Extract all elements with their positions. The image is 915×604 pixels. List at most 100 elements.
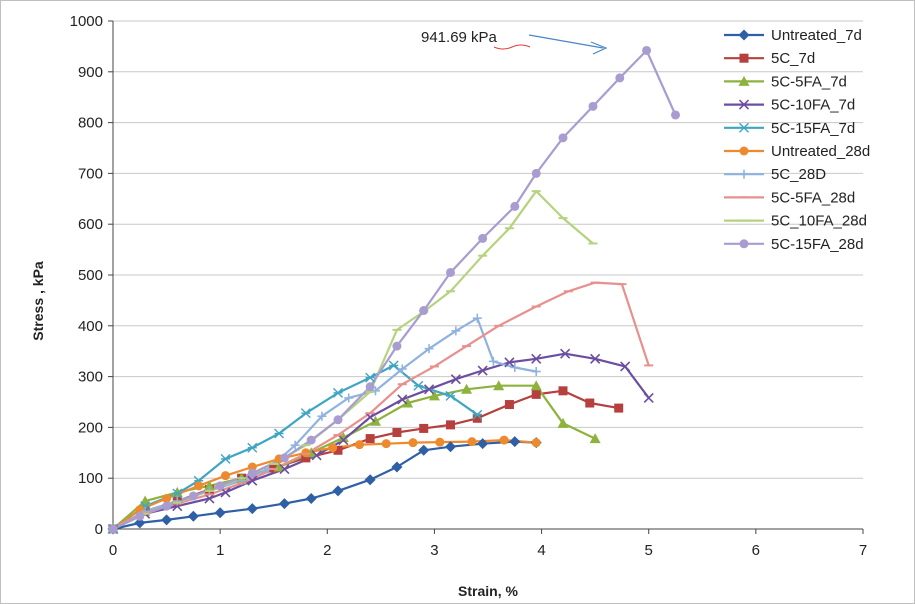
legend-label-3: 5C-10FA_7d	[771, 97, 855, 114]
series-line-7	[112, 281, 650, 530]
legend: Untreated_7d 5C_7d 5C-5FA_7d 5C-10FA_7d 5C-1…	[724, 27, 870, 253]
data-point-s9-0	[108, 524, 118, 534]
legend-marker-9	[739, 239, 749, 249]
data-point-s0-7	[305, 493, 317, 505]
data-point-s1-17	[614, 403, 624, 413]
legend-label-1: 5C_7d	[771, 50, 815, 67]
data-point-s1-7	[333, 445, 343, 455]
data-point-s9-15	[531, 168, 541, 178]
data-point-s4-9	[365, 372, 376, 383]
gridlines	[113, 20, 863, 479]
series-line-0	[112, 440, 537, 531]
data-point-s1-15	[558, 386, 568, 396]
data-point-s9-19	[642, 45, 652, 55]
data-point-s2-10	[428, 390, 440, 401]
data-point-s5-14	[499, 435, 509, 445]
data-point-s0-14	[509, 436, 521, 448]
data-point-s9-9	[365, 382, 375, 392]
data-point-s3-18	[620, 361, 631, 372]
data-point-s3-16	[560, 348, 571, 359]
y-tick-label-100: 100	[78, 470, 103, 487]
data-point-s4-10	[388, 360, 399, 371]
marker-layer	[107, 45, 680, 535]
data-point-s3-7	[311, 450, 322, 461]
data-point-s2-3	[203, 480, 215, 491]
data-point-s0-6	[278, 498, 290, 510]
data-point-s9-5	[247, 468, 257, 478]
legend-label-0: Untreated_7d	[771, 27, 862, 44]
data-point-s3-17	[590, 353, 601, 364]
series-line-3	[112, 352, 650, 530]
data-point-s3-3	[204, 493, 215, 504]
data-point-s9-6	[279, 453, 289, 463]
data-point-s4-5	[247, 442, 258, 453]
legend-marker-6	[739, 169, 749, 179]
data-point-s4-13	[472, 409, 483, 420]
x-tick-label-4: 4	[537, 542, 545, 559]
data-point-s2-8	[370, 415, 381, 426]
data-point-s5-12	[435, 437, 445, 447]
data-point-s3-13	[477, 365, 488, 376]
legend-label-5: Untreated_28d	[771, 143, 870, 160]
data-point-s6-9	[371, 386, 380, 396]
data-point-s9-13	[478, 233, 488, 243]
y-tick-label-300: 300	[78, 369, 103, 386]
data-point-s5-3	[194, 481, 204, 491]
y-tick-label-800: 800	[78, 115, 103, 132]
data-point-s3-11	[424, 384, 435, 395]
x-tick-label-2: 2	[323, 542, 331, 559]
data-point-s5-9	[354, 440, 364, 450]
data-point-s0-2	[161, 514, 173, 526]
annotation-layer: 941.69 kPa	[421, 29, 608, 55]
data-point-s9-7	[306, 435, 316, 445]
annotation-arrow-head	[590, 41, 608, 55]
y-tick-label-400: 400	[78, 318, 103, 335]
data-point-s0-10	[391, 461, 403, 473]
legend-label-8: 5C_10FA_28d	[771, 213, 867, 230]
data-point-s3-8	[338, 435, 349, 446]
series-line-2	[112, 384, 596, 530]
data-point-s9-10	[392, 341, 402, 351]
annotation-underline	[493, 44, 531, 50]
data-point-s9-18	[615, 73, 625, 83]
data-point-s2-2	[171, 486, 183, 497]
legend-marker-5	[739, 146, 749, 156]
data-point-s0-13	[477, 438, 489, 450]
data-point-s0-1	[134, 517, 146, 529]
data-point-s9-3	[188, 491, 198, 501]
data-point-s2-12	[493, 380, 505, 391]
data-point-s1-16	[585, 398, 595, 408]
y-tick-label-600: 600	[78, 216, 103, 233]
data-point-s4-8	[333, 387, 343, 398]
y-axis-title: Stress , kPa	[30, 261, 46, 341]
data-point-s0-4	[214, 507, 226, 519]
data-point-s3-14	[504, 357, 515, 368]
data-point-s4-4	[220, 453, 231, 464]
data-point-s0-3	[187, 510, 199, 522]
legend-label-2: 5C-5FA_7d	[771, 73, 847, 90]
data-point-s4-6	[274, 428, 285, 439]
data-point-s1-6	[301, 453, 311, 463]
data-point-s9-20	[671, 110, 680, 120]
data-point-s1-5	[269, 463, 279, 473]
data-point-s6-7	[317, 411, 327, 421]
data-point-s9-16	[558, 133, 568, 143]
data-point-s1-14	[531, 389, 541, 399]
data-point-s5-10	[381, 439, 391, 449]
legend-label-6: 5C_28D	[771, 166, 826, 183]
x-tick-label-3: 3	[430, 542, 438, 559]
annotation-arrow-line	[528, 34, 604, 49]
data-point-s4-11	[413, 380, 424, 391]
data-point-s9-8	[333, 415, 343, 425]
data-point-s6-11	[424, 344, 434, 354]
data-point-s3-19	[643, 392, 654, 404]
x-tick-label-5: 5	[645, 542, 653, 559]
data-point-s1-11	[446, 420, 455, 430]
data-point-s9-14	[510, 201, 520, 211]
data-point-s9-4	[215, 481, 225, 491]
data-point-s2-11	[461, 383, 473, 394]
peak-annotation-text: 941.69 kPa	[421, 29, 498, 46]
data-point-s0-11	[418, 444, 430, 456]
